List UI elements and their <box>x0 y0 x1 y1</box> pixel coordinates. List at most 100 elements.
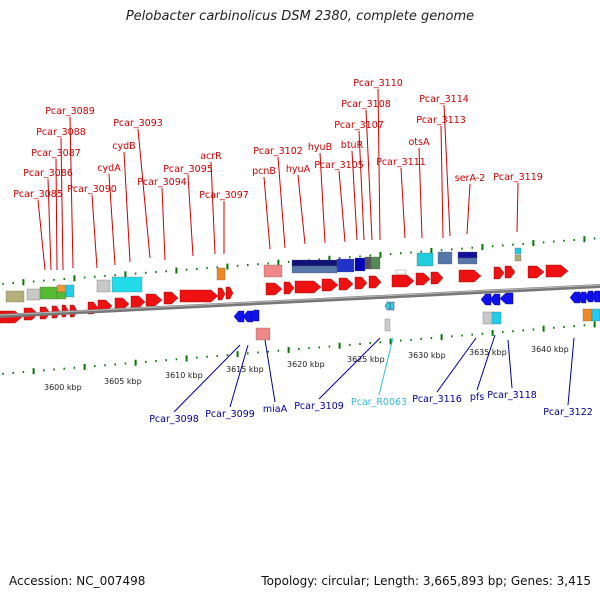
forward-label-connector <box>108 173 116 266</box>
forward-gene-arrow <box>368 275 382 289</box>
reverse-gene-label: Pcar_3099 <box>205 409 255 420</box>
forward-label-connector <box>37 199 46 271</box>
gene-feature-block <box>39 286 58 300</box>
reverse-label-connector <box>173 344 241 413</box>
forward-label-connector <box>91 194 98 269</box>
forward-gene-arrow <box>114 297 130 311</box>
forward-label-connector <box>210 161 216 255</box>
reverse-label-connector <box>476 334 496 391</box>
forward-gene-arrow <box>338 277 354 291</box>
reverse-gene-arrow <box>242 310 254 323</box>
reverse-label-connector <box>436 337 477 393</box>
forward-gene-arrow <box>145 293 163 307</box>
reverse-gene-arrow <box>480 293 492 306</box>
reverse-gene-label: Pcar_R0063 <box>351 397 407 408</box>
gene-feature-block <box>384 318 391 332</box>
forward-label-connector <box>365 109 373 241</box>
forward-gene-label: Pcar_3097 <box>199 190 249 201</box>
forward-label-connector <box>123 151 131 263</box>
forward-gene-arrow <box>225 286 234 300</box>
gene-feature-block <box>291 259 338 267</box>
gene-feature-block <box>364 256 372 270</box>
reverse-gene-arrow <box>584 290 594 303</box>
forward-label-connector <box>47 178 52 271</box>
forward-gene-arrow <box>391 274 415 288</box>
reverse-gene-arrow <box>577 291 587 304</box>
forward-gene-label: Pcar_3108 <box>341 99 391 110</box>
genome-summary: Topology: circular; Length: 3,665,893 bp… <box>261 574 591 588</box>
forward-label-connector <box>440 125 444 239</box>
forward-label-connector <box>55 158 58 271</box>
reverse-label-connector <box>318 337 381 400</box>
reverse-gene-label: Pcar_3109 <box>294 401 344 412</box>
reverse-label-connector <box>378 337 394 396</box>
reverse-gene-label: Pcar_3116 <box>412 394 462 405</box>
scale-label: 3630 kbp <box>408 351 446 360</box>
forward-gene-label: Pcar_3085 <box>13 189 63 200</box>
gene-feature-block <box>291 265 338 274</box>
forward-gene-arrow <box>179 289 219 303</box>
reverse-gene-label: Pcar_3118 <box>487 390 537 401</box>
scale-label: 3620 kbp <box>287 360 325 369</box>
gene-features <box>0 247 600 341</box>
forward-label-connector <box>338 170 346 243</box>
forward-gene-arrow <box>294 280 322 294</box>
reverse-gene-label: Pcar_3122 <box>543 407 593 418</box>
reverse-label-connector <box>229 344 249 408</box>
forward-gene-arrow <box>504 265 516 279</box>
forward-gene-arrow <box>354 276 368 290</box>
reverse-gene-arrow <box>499 292 514 305</box>
forward-gene-label: Pcar_3119 <box>493 172 543 183</box>
forward-label-connector <box>466 183 471 235</box>
forward-gene-arrow <box>130 295 146 309</box>
scale-labels: 3600 kbp 3605 kbp 3610 kbp 3615 kbp 3620 kbp… <box>44 345 569 392</box>
genome-backbone <box>0 284 600 318</box>
forward-gene-arrow <box>458 269 482 283</box>
reverse-label-connector <box>567 337 575 406</box>
forward-gene-label: Pcar_3113 <box>416 115 466 126</box>
reverse-gene-label: Pcar_3098 <box>149 414 199 425</box>
forward-label-connector <box>443 104 451 237</box>
reverse-gene-label: pfs <box>470 392 484 403</box>
reverse-gene-arrow <box>569 291 581 304</box>
forward-gene-label: Pcar_3086 <box>23 168 73 179</box>
forward-label-connector <box>516 182 519 233</box>
forward-label-connector <box>69 116 74 269</box>
forward-label-connector <box>418 147 423 239</box>
gene-feature-block <box>26 288 41 301</box>
forward-gene-label: Pcar_3095 <box>163 164 213 175</box>
reverse-label-connector <box>507 339 513 389</box>
gene-feature-block <box>216 267 226 281</box>
forward-label-connector <box>358 130 365 241</box>
forward-gene-arrow <box>217 287 226 301</box>
forward-gene-label: Pcar_3094 <box>137 177 187 188</box>
forward-gene-arrow <box>493 266 505 280</box>
accession-label: Accession: NC_007498 <box>9 574 146 588</box>
gene-feature-block <box>263 264 283 278</box>
gene-feature-block <box>482 311 494 325</box>
gene-feature-block <box>395 269 407 275</box>
gene-feature-block <box>5 290 25 303</box>
forward-gene-label: btuR <box>341 140 364 151</box>
top-scale-ticks <box>2 236 596 286</box>
reverse-label-connector <box>264 339 276 403</box>
gene-feature-block <box>514 247 522 255</box>
forward-gene-label: Pcar_3087 <box>31 148 81 159</box>
forward-gene-label: acrR <box>200 151 222 162</box>
scale-label: 3640 kbp <box>531 345 569 354</box>
forward-gene-label: Pcar_3102 <box>253 146 303 157</box>
forward-gene-label: cydA <box>97 163 121 174</box>
scale-label: 3615 kbp <box>226 365 264 374</box>
forward-label-connector <box>263 176 271 250</box>
gene-feature-block <box>96 279 111 293</box>
forward-label-connector <box>137 128 151 259</box>
gene-feature-block <box>354 257 366 272</box>
forward-gene-label: Pcar_3090 <box>67 184 117 195</box>
forward-gene-label: Pcar_3089 <box>45 106 95 117</box>
scale-label: 3625 kbp <box>347 355 385 364</box>
gene-feature-block <box>56 284 67 293</box>
gene-feature-block <box>416 252 434 267</box>
forward-gene-label: Pcar_3107 <box>334 120 384 131</box>
forward-gene-label: serA-2 <box>455 173 485 184</box>
